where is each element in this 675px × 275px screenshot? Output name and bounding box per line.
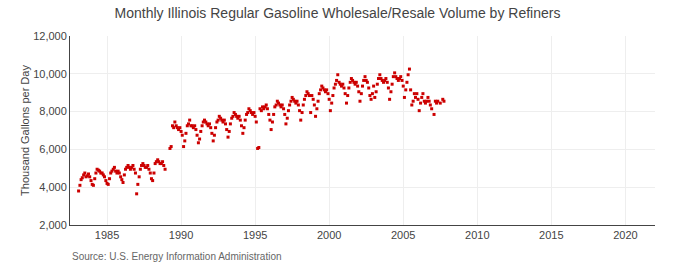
- svg-text:2020: 2020: [613, 229, 637, 241]
- svg-text:1985: 1985: [95, 229, 119, 241]
- svg-text:Monthly Illinois Regular Gasol: Monthly Illinois Regular Gasoline Wholes…: [115, 5, 561, 21]
- svg-text:6,000: 6,000: [39, 143, 67, 155]
- svg-text:8,000: 8,000: [39, 105, 67, 117]
- svg-text:2,000: 2,000: [39, 219, 67, 231]
- svg-text:2010: 2010: [465, 229, 489, 241]
- svg-text:4,000: 4,000: [39, 181, 67, 193]
- svg-text:2005: 2005: [391, 229, 415, 241]
- svg-text:1995: 1995: [243, 229, 267, 241]
- svg-text:12,000: 12,000: [33, 30, 67, 42]
- svg-text:Source: U.S. Energy Informatio: Source: U.S. Energy Information Administ…: [72, 251, 282, 262]
- svg-text:1990: 1990: [169, 229, 193, 241]
- svg-text:Thousand Gallons per Day: Thousand Gallons per Day: [19, 65, 31, 196]
- svg-text:2015: 2015: [539, 229, 563, 241]
- svg-text:10,000: 10,000: [33, 68, 67, 80]
- svg-text:2000: 2000: [317, 229, 341, 241]
